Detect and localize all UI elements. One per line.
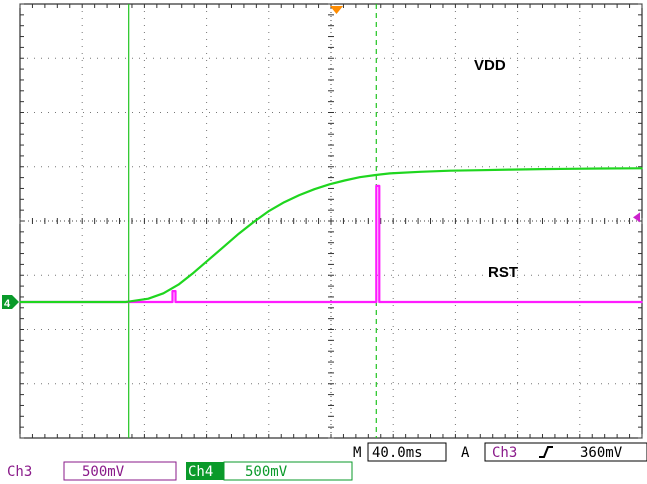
ch3-name: Ch3 xyxy=(7,464,32,480)
ground-marker-label: 4 xyxy=(4,298,11,310)
vdd-data-point xyxy=(177,283,180,286)
vdd-data-point xyxy=(313,188,316,190)
vdd-data-point xyxy=(570,167,572,170)
vdd-data-point xyxy=(373,174,376,176)
vdd-data-point xyxy=(298,194,301,196)
vdd-data-point xyxy=(641,167,643,170)
vdd-label: VDD xyxy=(474,57,506,74)
vdd-data-point xyxy=(449,169,452,172)
rst-data-point xyxy=(378,185,381,187)
graticule xyxy=(19,3,643,439)
series-rst xyxy=(19,184,643,304)
vdd-data-point xyxy=(19,301,21,303)
timebase-value: 40.0ms xyxy=(372,445,423,461)
ch3-scale: 500mV xyxy=(82,464,125,480)
rst-data-point xyxy=(171,290,174,292)
ch4-scale-readout: Ch4 500mV xyxy=(186,461,353,481)
vdd-data-point xyxy=(207,258,210,261)
vdd-data-point xyxy=(268,210,270,212)
vdd-data-point xyxy=(419,171,421,173)
vdd-data-point xyxy=(238,232,240,235)
trigger-readout: A Ch3 360mV xyxy=(461,442,647,462)
ch4-scale: 500mV xyxy=(245,464,288,480)
trigger-source: Ch3 xyxy=(492,445,517,461)
trigger-position-icon xyxy=(330,6,343,14)
series-vdd xyxy=(19,167,643,304)
vdd-data-point xyxy=(389,172,391,175)
rst-label: RST xyxy=(488,264,518,281)
rst-data-point xyxy=(375,301,378,303)
vdd-data-point xyxy=(479,169,482,171)
vdd-data-point xyxy=(600,167,603,170)
rst-data-point xyxy=(378,301,381,303)
trigger-mode: A xyxy=(461,445,470,461)
rst-data-point xyxy=(171,301,174,303)
vdd-data-point xyxy=(192,271,195,274)
vdd-data-point xyxy=(540,168,542,170)
ch4-name: Ch4 xyxy=(188,464,213,480)
timebase-readout: M 40.0ms xyxy=(353,442,447,462)
vdd-data-point xyxy=(328,183,331,186)
rising-edge-icon xyxy=(539,446,553,458)
traces xyxy=(19,167,643,304)
trigger-level: 360mV xyxy=(580,445,623,461)
trigger-level-icon xyxy=(633,212,640,223)
rst-data-point xyxy=(174,301,177,303)
ch4-ground-marker: 4 xyxy=(2,295,19,310)
vdd-data-point xyxy=(343,179,346,182)
rst-trace-line xyxy=(20,184,642,304)
vdd-data-point xyxy=(358,176,361,179)
vdd-data-point xyxy=(223,245,225,248)
vdd-data-point xyxy=(124,301,127,303)
vdd-data-point xyxy=(147,297,150,300)
timebase-prefix: M xyxy=(353,445,361,461)
rst-data-point xyxy=(375,185,378,187)
rst-data-point xyxy=(174,290,177,292)
rst-data-point xyxy=(641,301,643,303)
vdd-data-point xyxy=(162,292,165,295)
vdd-data-point xyxy=(509,168,512,171)
vdd-data-point xyxy=(253,220,255,223)
ch3-scale-readout: Ch3 500mV xyxy=(7,461,177,481)
vdd-data-point xyxy=(283,201,285,203)
